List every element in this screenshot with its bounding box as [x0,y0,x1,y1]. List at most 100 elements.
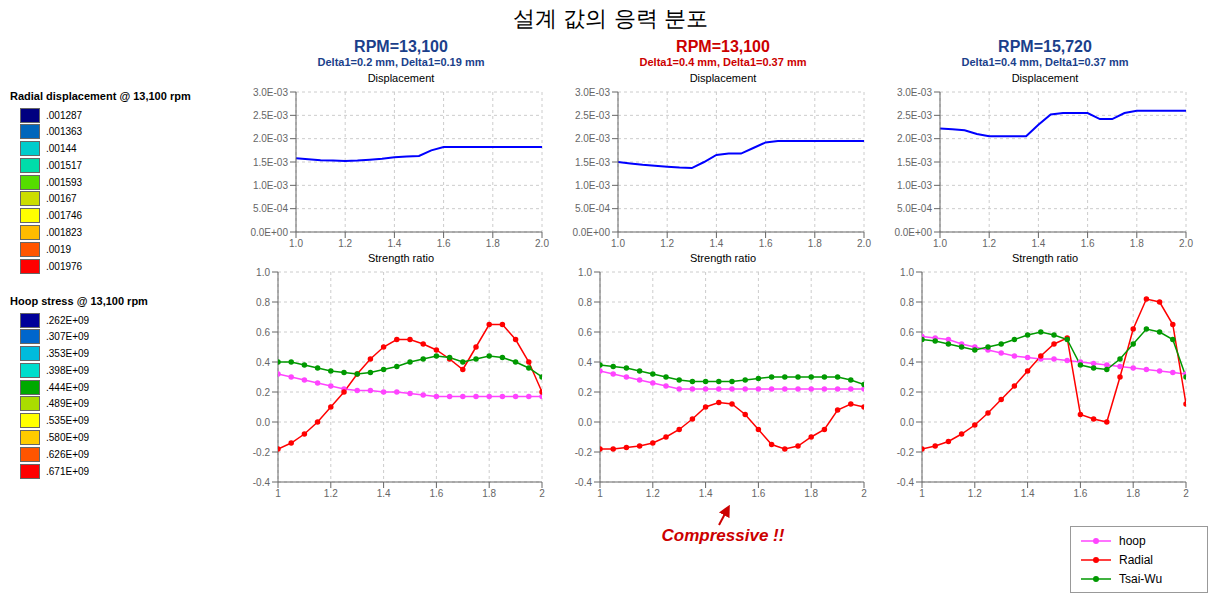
svg-text:2.0E-03: 2.0E-03 [253,133,288,144]
svg-text:1.2: 1.2 [646,488,660,499]
svg-text:1.0E-03: 1.0E-03 [253,180,288,191]
svg-text:-0.2: -0.2 [575,447,593,458]
html-text:Tsai-Wu: Tsai-Wu [1119,571,1163,586]
html-text:hoop: hoop [1119,533,1146,548]
svg-text:2.0: 2.0 [1179,238,1193,249]
svg-text:1.4: 1.4 [1031,238,1045,249]
svg-text:1.8: 1.8 [804,488,818,499]
svg-text:-0.4: -0.4 [897,477,915,488]
html-text:.0019: .0019 [46,243,71,255]
svg-text:0.8: 0.8 [900,297,914,308]
svg-text:2: 2 [539,488,545,499]
svg-text:1.0E-03: 1.0E-03 [575,180,610,191]
html-text:RPM=13,100: RPM=13,100 [676,38,770,55]
html-text:.001746: .001746 [46,210,83,222]
html-text:RPM=13,100: RPM=13,100 [354,38,448,55]
svg-text:0.4: 0.4 [900,357,914,368]
svg-text:0.2: 0.2 [900,387,914,398]
html-text:.262E+09: .262E+09 [46,314,90,326]
svg-text:1.5E-03: 1.5E-03 [253,157,288,168]
svg-text:1.8: 1.8 [482,488,496,499]
html-text:RPM=15,720: RPM=15,720 [998,38,1092,55]
svg-text:1.8: 1.8 [486,238,500,249]
svg-text:2.0: 2.0 [535,238,549,249]
svg-text:5.0E-04: 5.0E-04 [575,203,610,214]
svg-text:-0.2: -0.2 [253,447,271,458]
svg-text:2.0E-03: 2.0E-03 [575,133,610,144]
svg-text:1.0: 1.0 [578,267,592,278]
svg-text:3.0E-03: 3.0E-03 [253,87,288,98]
svg-text:0.6: 0.6 [578,327,592,338]
svg-text:1.6: 1.6 [437,238,451,249]
svg-text:0.2: 0.2 [256,387,270,398]
svg-text:-0.4: -0.4 [253,477,271,488]
html-text:.001287: .001287 [46,109,83,121]
svg-text:1: 1 [919,488,925,499]
svg-text:2: 2 [861,488,867,499]
svg-text:0.2: 0.2 [578,387,592,398]
svg-text:1.4: 1.4 [709,238,723,249]
svg-text:2.5E-03: 2.5E-03 [253,110,288,121]
svg-text:1.6: 1.6 [759,238,773,249]
svg-text:0.6: 0.6 [900,327,914,338]
html-text:.001517: .001517 [46,159,83,171]
svg-text:1.2: 1.2 [660,238,674,249]
html-text:Hoop stress @ 13,100 rpm: Hoop stress @ 13,100 rpm [10,295,148,307]
svg-text:1.2: 1.2 [982,238,996,249]
svg-text:1.2: 1.2 [968,488,982,499]
svg-text:1.5E-03: 1.5E-03 [575,157,610,168]
svg-text:1.4: 1.4 [377,488,391,499]
svg-text:1.0: 1.0 [256,267,270,278]
html-text:설계 값의 응력 분포: 설계 값의 응력 분포 [513,6,708,31]
svg-text:1.0: 1.0 [289,238,303,249]
svg-text:1.4: 1.4 [699,488,713,499]
svg-text:1.8: 1.8 [1126,488,1140,499]
svg-text:1.6: 1.6 [429,488,443,499]
svg-text:0.0: 0.0 [256,417,270,428]
svg-text:3.0E-03: 3.0E-03 [897,87,932,98]
svg-text:2.0: 2.0 [857,238,871,249]
svg-text:1.2: 1.2 [324,488,338,499]
svg-text:5.0E-04: 5.0E-04 [897,203,932,214]
svg-text:0.8: 0.8 [256,297,270,308]
svg-text:0.0E+00: 0.0E+00 [250,227,288,238]
svg-text:1.5E-03: 1.5E-03 [897,157,932,168]
svg-text:1.8: 1.8 [1130,238,1144,249]
svg-text:-0.4: -0.4 [575,477,593,488]
svg-text:0.0E+00: 0.0E+00 [572,227,610,238]
svg-text:1.6: 1.6 [1081,238,1095,249]
svg-text:1.0E-03: 1.0E-03 [897,180,932,191]
svg-text:1.2: 1.2 [338,238,352,249]
svg-text:0.4: 0.4 [578,357,592,368]
svg-text:1.4: 1.4 [1021,488,1035,499]
svg-text:2.0E-03: 2.0E-03 [897,133,932,144]
svg-text:1.0: 1.0 [933,238,947,249]
svg-text:0.8: 0.8 [578,297,592,308]
svg-text:0.4: 0.4 [256,357,270,368]
svg-text:2: 2 [1183,488,1189,499]
svg-text:5.0E-04: 5.0E-04 [253,203,288,214]
html-text:.001593: .001593 [46,176,83,188]
svg-text:1.0: 1.0 [611,238,625,249]
html-text:.001363: .001363 [46,126,83,138]
svg-text:1.8: 1.8 [808,238,822,249]
svg-text:1.6: 1.6 [751,488,765,499]
svg-text:1.0: 1.0 [900,267,914,278]
svg-text:1: 1 [275,488,281,499]
svg-text:1.6: 1.6 [1073,488,1087,499]
html-text:.00167: .00167 [46,193,77,205]
svg-text:0.0: 0.0 [578,417,592,428]
svg-text:0.6: 0.6 [256,327,270,338]
svg-text:3.0E-03: 3.0E-03 [575,87,610,98]
html-text:Radial: Radial [1119,552,1153,567]
html-text:Radial displacement @ 13,100 r: Radial displacement @ 13,100 rpm [10,90,191,102]
html-text:Compressive !!: Compressive !! [661,526,785,545]
svg-text:2.5E-03: 2.5E-03 [575,110,610,121]
svg-text:-0.2: -0.2 [897,447,915,458]
svg-text:0.0E+00: 0.0E+00 [894,227,932,238]
svg-text:1.4: 1.4 [387,238,401,249]
svg-text:2.5E-03: 2.5E-03 [897,110,932,121]
svg-text:1: 1 [597,488,603,499]
svg-text:0.0: 0.0 [900,417,914,428]
html-text:.001976: .001976 [46,260,83,272]
